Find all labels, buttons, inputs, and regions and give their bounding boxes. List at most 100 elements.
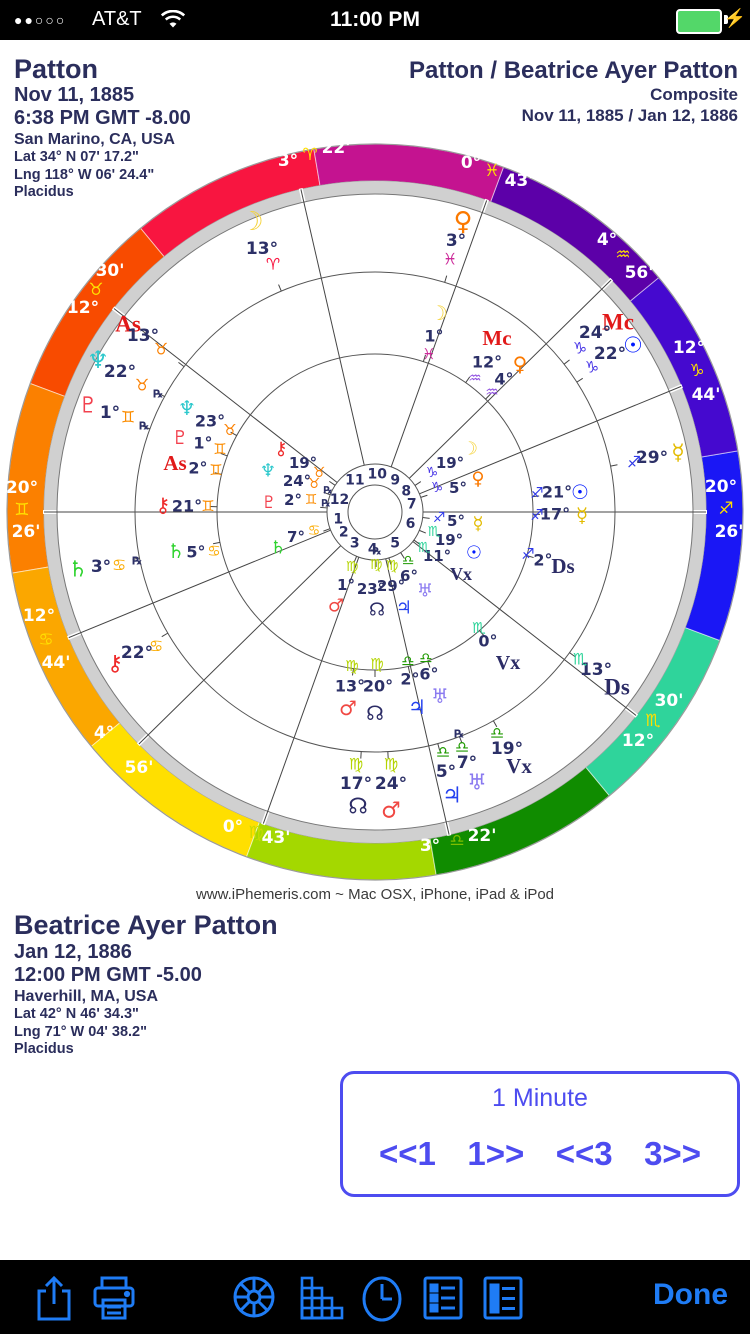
svg-text:♃: ♃ [396,598,412,619]
svg-text:♄: ♄ [167,539,185,563]
svg-text:♒: ♒ [615,245,630,265]
svg-text:2°: 2° [400,670,419,689]
svg-text:19°: 19° [491,739,523,759]
svg-text:12°: 12° [23,606,55,626]
person2-lng: Lng 71° W 04' 38.2" [14,1023,147,1040]
svg-text:22°: 22° [121,643,153,663]
list-icon[interactable] [421,1274,465,1322]
time-step-label: 1 Minute [492,1084,588,1112]
svg-text:☽: ☽ [430,301,448,325]
svg-text:♊: ♊ [14,500,29,520]
svg-text:56': 56' [125,758,154,778]
svg-text:♒: ♒ [485,383,498,401]
bottom-toolbar: Done [0,1260,750,1334]
svg-text:22': 22' [322,138,351,158]
svg-text:30': 30' [655,691,684,711]
svg-text:♏: ♏ [645,711,660,731]
svg-text:♑: ♑ [573,339,587,358]
svg-text:Vx: Vx [450,564,472,584]
svg-text:♎: ♎ [449,831,464,851]
svg-text:As: As [163,451,186,475]
list-alt-icon[interactable] [481,1274,525,1322]
svg-text:24°: 24° [579,323,611,343]
carrier-label: AT&T [92,8,142,30]
svg-text:2°: 2° [284,491,302,509]
svg-text:☽: ☽ [462,439,478,460]
svg-text:♑: ♑ [585,358,599,377]
step-back-1-button[interactable]: <<1 [379,1135,436,1172]
person1-place: San Marino, CA, USA [14,131,175,148]
share-icon[interactable] [32,1274,76,1322]
svg-text:☿: ☿ [472,514,483,535]
svg-text:2: 2 [339,525,349,541]
svg-text:♊: ♊ [305,492,318,508]
person2-place: Haverhill, MA, USA [14,988,159,1005]
svg-text:As: As [115,312,141,337]
step-forward-1-button[interactable]: 1>> [467,1135,525,1172]
composite-dates: Nov 11, 1885 / Jan 12, 1886 [521,106,738,125]
svg-text:♈: ♈ [302,145,317,165]
svg-text:6: 6 [406,516,416,532]
svg-text:12°: 12° [673,338,705,358]
done-button[interactable]: Done [653,1278,728,1311]
bar-chart-icon[interactable] [298,1274,344,1320]
svg-text:2°: 2° [533,551,552,570]
svg-text:10: 10 [367,467,387,483]
person2-date: Jan 12, 1886 [14,941,132,963]
svg-text:43': 43' [505,171,534,191]
svg-text:1°: 1° [100,403,120,423]
svg-text:♆: ♆ [178,396,196,420]
svg-text:4°: 4° [494,370,513,389]
svg-text:♐: ♐ [530,484,543,502]
clock-icon[interactable] [360,1274,404,1324]
svg-text:7: 7 [407,497,417,513]
svg-text:4°: 4° [597,230,617,250]
svg-text:3°: 3° [446,231,466,251]
svg-text:11°: 11° [423,547,451,565]
person1-info: Patton Nov 11, 1885 6:38 PM GMT -8.00 Sa… [14,55,191,202]
svg-text:Ds: Ds [551,554,574,578]
svg-text:℞: ℞ [139,420,149,433]
svg-text:♋: ♋ [149,637,163,656]
svg-text:☊: ☊ [366,701,384,725]
app-caption: www.iPhemeris.com ~ Mac OSX, iPhone, iPa… [195,886,555,903]
wheel-chart-icon[interactable] [231,1274,277,1320]
svg-text:♐: ♐ [530,506,543,524]
chart-wheel[interactable]: 3° ♈ 22'0° ♓ 43'4°♒56'12°♑44'20°♐26'30'♏12°2… [0,0,750,910]
svg-text:24°: 24° [283,472,311,490]
print-icon[interactable] [90,1274,138,1322]
svg-text:⚷: ⚷ [107,652,123,677]
svg-text:♑: ♑ [689,361,704,381]
svg-text:♃: ♃ [442,784,462,809]
svg-text:5°: 5° [447,512,465,530]
svg-text:♐: ♐ [627,453,641,472]
svg-text:♍: ♍ [349,755,363,774]
svg-text:19°: 19° [436,454,464,472]
svg-text:♄: ♄ [270,538,286,559]
svg-text:♑: ♑ [426,465,439,481]
step-forward-3-button[interactable]: 3>> [644,1135,701,1172]
svg-text:1: 1 [333,511,343,527]
svg-text:8: 8 [401,483,411,499]
svg-text:13°: 13° [127,326,159,346]
svg-text:1°: 1° [424,327,443,346]
svg-text:♂: ♂ [328,596,344,617]
svg-text:♇: ♇ [261,493,276,513]
svg-text:♅: ♅ [417,581,433,602]
svg-text:0°: 0° [461,153,481,173]
svg-text:☉: ☉ [466,543,482,564]
svg-text:21°: 21° [542,483,572,502]
svg-text:♍: ♍ [346,559,359,575]
svg-text:13°: 13° [335,677,365,696]
svg-text:℞: ℞ [454,728,464,741]
step-back-3-button[interactable]: <<3 [555,1135,613,1172]
svg-text:2°: 2° [188,459,207,478]
svg-text:♏: ♏ [418,540,431,556]
status-time: 11:00 PM [330,8,420,31]
svg-text:♎: ♎ [401,652,414,670]
svg-text:7°: 7° [457,753,477,773]
svg-text:♍: ♍ [384,755,398,774]
person2-time: 12:00 PM GMT -5.00 [14,964,202,986]
svg-text:♉: ♉ [88,280,103,300]
